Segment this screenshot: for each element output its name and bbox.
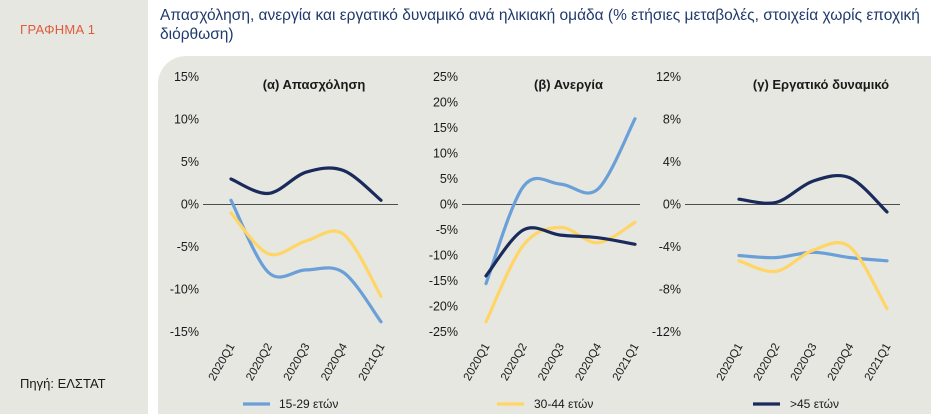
series-line-2: [484, 220, 637, 324]
series-line-3: [484, 226, 637, 278]
legend-label: 30-44 ετών: [534, 397, 593, 411]
series-line-2: [737, 241, 889, 311]
series-line-3: [737, 174, 889, 214]
y-tick-label: 12%: [656, 70, 681, 84]
series-line-3: [229, 166, 383, 202]
panel-2: 25% 20% 15% 10% 5% 0% -5% -10% -15% -20% -25% (β) Α…: [429, 70, 642, 383]
x-tick-label: 2020Q4: [573, 341, 604, 383]
series-line-1: [737, 250, 889, 263]
x-tick-label: 2020Q1: [462, 342, 493, 383]
y-tick-label: -10%: [170, 283, 199, 297]
panel-title: (β) Ανεργία: [534, 77, 603, 92]
x-tick-label: 2020Q1: [715, 342, 746, 383]
y-tick-label: 10%: [174, 113, 199, 127]
plot-background: [158, 56, 931, 414]
chart-title: Απασχόληση, ανεργία και εργατικό δυναμικ…: [160, 7, 920, 43]
x-tick-label: 2020Q3: [536, 342, 567, 383]
y-tick-label: 4%: [663, 155, 681, 169]
y-tick-label: 8%: [663, 113, 681, 127]
legend-item-2: 30-44 ετών: [497, 397, 593, 411]
figure-label: ΓΡΑΦΗΜΑ 1: [20, 22, 96, 37]
source-note: Πηγή: ΕΛΣΤΑΤ: [20, 376, 106, 391]
y-tick-label: 0%: [181, 198, 199, 212]
x-tick-label: 2020Q2: [244, 342, 275, 383]
legend-label: 15-29 ετών: [279, 397, 338, 411]
series-line-1: [229, 198, 383, 324]
x-tick-label: 2021Q1: [611, 342, 642, 383]
x-tick-label: 2020Q3: [789, 342, 820, 383]
x-tick-label: 2020Q1: [207, 342, 238, 383]
divider: [148, 0, 150, 414]
y-tick-label: -4%: [659, 240, 681, 254]
y-tick-label: -10%: [429, 249, 458, 263]
y-tick-label: -20%: [429, 300, 458, 314]
y-tick-label: 10%: [433, 147, 458, 161]
y-tick-label: -12%: [652, 325, 681, 339]
y-tick-label: -5%: [177, 240, 199, 254]
y-tick-label: 15%: [433, 121, 458, 135]
y-tick-label: -15%: [429, 274, 458, 288]
x-tick-label: 2020Q2: [752, 342, 783, 383]
y-tick-label: 5%: [440, 172, 458, 186]
series-line-1: [484, 117, 637, 286]
y-tick-label: -8%: [659, 283, 681, 297]
x-tick-label: 2021Q1: [357, 342, 388, 383]
panel-1: 15% 10% 5% 0% -5% -10% -15% (α) Απασχόληση 2020Q…: [170, 70, 398, 383]
y-tick-label: -15%: [170, 325, 199, 339]
sidebar-panel: [0, 0, 148, 414]
legend-item-3: >45 ετών: [753, 397, 839, 411]
legend-label: >45 ετών: [790, 397, 839, 411]
series-line-2: [229, 211, 383, 298]
y-tick-label: 25%: [433, 70, 458, 84]
y-tick-label: 0%: [663, 198, 681, 212]
y-tick-label: -25%: [429, 325, 458, 339]
y-tick-label: 15%: [174, 70, 199, 84]
y-tick-label: -5%: [436, 223, 458, 237]
y-tick-label: 0%: [440, 198, 458, 212]
y-tick-label: 20%: [433, 96, 458, 110]
x-tick-label: 2020Q4: [319, 341, 350, 383]
panel-3: 12% 8% 4% 0% -4% -8% -12% (γ) Εργατικό δυναμικό…: [652, 70, 900, 383]
x-tick-label: 2021Q1: [863, 342, 894, 383]
y-tick-label: 5%: [181, 155, 199, 169]
panel-title: (α) Απασχόληση: [263, 77, 366, 92]
x-tick-label: 2020Q2: [499, 342, 530, 383]
panel-title: (γ) Εργατικό δυναμικό: [753, 77, 889, 92]
x-tick-label: 2020Q3: [282, 342, 313, 383]
legend-item-1: 15-29 ετών: [243, 397, 338, 411]
x-tick-label: 2020Q4: [826, 341, 857, 383]
